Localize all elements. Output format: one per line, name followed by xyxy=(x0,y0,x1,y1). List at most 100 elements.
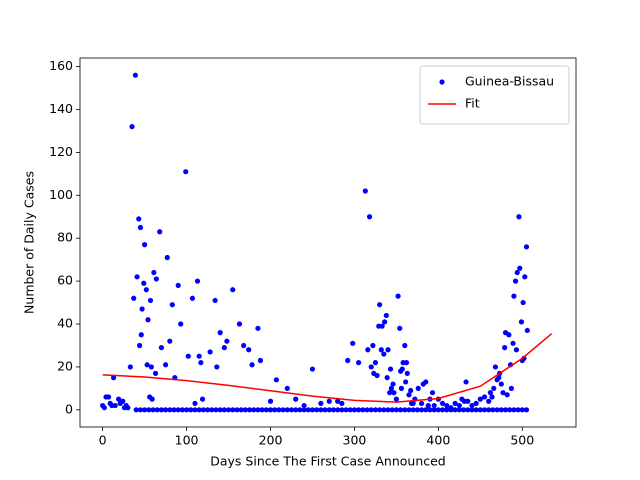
data-point xyxy=(143,287,149,293)
data-point xyxy=(171,407,177,413)
data-point xyxy=(521,355,527,361)
data-point xyxy=(276,407,282,413)
data-point xyxy=(241,342,247,349)
data-point xyxy=(490,407,496,413)
data-point xyxy=(157,229,163,235)
data-point xyxy=(452,407,458,413)
data-point xyxy=(444,407,450,413)
data-point xyxy=(145,317,151,323)
data-point xyxy=(116,396,122,402)
data-point xyxy=(473,407,479,413)
data-point xyxy=(120,398,126,404)
data-point xyxy=(347,407,353,413)
data-point xyxy=(167,338,173,344)
data-point xyxy=(356,360,362,366)
data-point xyxy=(522,274,528,280)
data-point xyxy=(523,407,530,413)
data-point xyxy=(381,351,387,357)
data-point xyxy=(364,407,370,413)
y-tick-label: 20 xyxy=(57,358,73,373)
data-point xyxy=(147,297,154,304)
data-point xyxy=(492,364,499,370)
data-point xyxy=(199,396,206,402)
data-point xyxy=(425,402,431,409)
data-point xyxy=(238,407,244,413)
data-point xyxy=(444,402,450,409)
data-point xyxy=(326,407,332,413)
data-point xyxy=(134,274,140,280)
data-point xyxy=(196,353,202,359)
plot-area xyxy=(100,72,553,413)
data-point xyxy=(343,407,349,413)
data-point xyxy=(410,400,416,407)
data-point xyxy=(378,347,384,353)
data-point xyxy=(372,407,379,413)
data-point xyxy=(185,353,191,359)
data-point xyxy=(486,407,492,413)
data-point xyxy=(164,254,170,261)
data-point xyxy=(377,302,383,308)
data-point xyxy=(491,385,497,391)
data-point xyxy=(504,392,510,398)
data-point xyxy=(423,407,429,413)
data-point xyxy=(273,377,279,383)
data-point xyxy=(234,407,240,413)
data-point xyxy=(431,402,437,409)
data-point xyxy=(508,385,514,391)
data-point xyxy=(167,407,173,413)
y-tick-label: 120 xyxy=(49,144,73,159)
x-tick-label: 100 xyxy=(175,433,199,448)
data-point xyxy=(213,407,219,413)
data-point xyxy=(152,370,159,376)
data-point xyxy=(139,306,145,312)
data-point xyxy=(345,357,351,364)
data-point xyxy=(224,338,230,344)
data-point xyxy=(127,364,133,370)
data-point xyxy=(144,362,150,368)
data-point xyxy=(297,407,303,413)
data-point xyxy=(356,407,362,413)
data-point xyxy=(136,342,143,349)
y-tick-label: 160 xyxy=(49,58,73,73)
data-point xyxy=(397,407,404,413)
data-point xyxy=(101,405,107,411)
data-point xyxy=(511,293,517,299)
data-point xyxy=(460,407,467,413)
data-point xyxy=(339,407,345,413)
data-point xyxy=(318,400,324,407)
data-point xyxy=(385,407,391,413)
data-point xyxy=(366,214,373,220)
data-point xyxy=(284,407,290,413)
data-point xyxy=(514,269,520,276)
x-tick-label: 400 xyxy=(426,433,450,448)
data-point xyxy=(523,244,530,250)
data-point xyxy=(387,390,393,396)
data-point xyxy=(110,375,117,381)
data-point xyxy=(500,390,506,396)
data-point xyxy=(463,379,469,385)
data-point xyxy=(137,407,144,413)
data-point xyxy=(189,295,196,301)
data-point xyxy=(251,407,257,413)
data-point xyxy=(137,224,144,231)
data-point xyxy=(196,407,202,413)
data-point xyxy=(335,407,341,413)
data-point xyxy=(427,407,433,413)
data-point xyxy=(133,407,139,413)
legend-box xyxy=(419,65,570,125)
data-point xyxy=(391,390,397,396)
legend: Guinea-Bissau Fit xyxy=(419,65,570,125)
data-point xyxy=(183,169,189,175)
data-point xyxy=(314,407,320,413)
data-point xyxy=(487,390,493,396)
data-point xyxy=(362,188,368,194)
data-point xyxy=(524,327,530,334)
data-point xyxy=(393,396,399,402)
data-point xyxy=(448,407,454,413)
data-point xyxy=(148,364,154,370)
data-point xyxy=(377,407,383,413)
data-point xyxy=(374,372,380,379)
data-point xyxy=(169,302,175,308)
data-point xyxy=(351,407,358,413)
data-point xyxy=(403,360,410,366)
